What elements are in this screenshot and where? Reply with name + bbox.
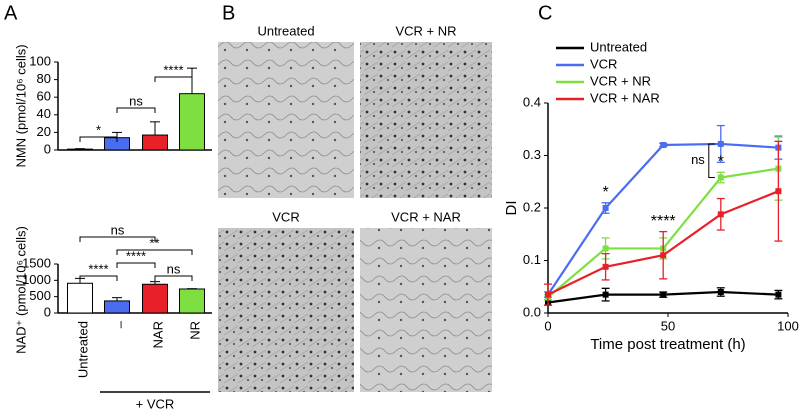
y-tick-label: 80 [37, 71, 51, 86]
point [545, 291, 551, 298]
point [602, 205, 609, 211]
significance-label: * [602, 184, 608, 201]
panel-label: B [222, 2, 235, 24]
point [602, 263, 609, 270]
significance-bracket [116, 107, 156, 113]
bar [67, 282, 93, 314]
point [602, 245, 609, 252]
legend-label: Untreated [590, 39, 647, 54]
bar [142, 134, 168, 151]
significance-label: * [96, 122, 101, 137]
micrograph [218, 42, 354, 198]
y-tick-label: 1500 [22, 255, 51, 270]
x-tick-label: 0 [544, 318, 551, 333]
bar [179, 288, 205, 314]
micrograph [360, 228, 492, 392]
x-tick-label: 50 [661, 318, 675, 333]
significance-label: **** [88, 261, 108, 276]
x-tick-label: – [112, 320, 127, 328]
point [602, 291, 609, 298]
point [717, 289, 724, 295]
significance-bracket [79, 236, 156, 242]
x-axis-label: Time post treatment (h) [590, 336, 745, 353]
y-tick-label: 1000 [22, 272, 51, 287]
significance-bracket [154, 275, 193, 281]
bar [104, 300, 130, 314]
y-axis-label: DI [503, 201, 520, 216]
panel-label: C [538, 2, 552, 24]
significance-bracket [116, 249, 193, 255]
y-axis-label: NMN (pmol/10⁶ cells) [13, 44, 28, 167]
significance-bracket [116, 262, 156, 268]
y-tick-label: 0.2 [523, 199, 541, 214]
point [660, 252, 667, 259]
significance-label: ns [167, 261, 181, 276]
micrograph-label: Untreated [257, 23, 314, 38]
point [775, 291, 782, 298]
x-tick-label: NAR [150, 321, 165, 348]
significance-bracket [79, 136, 118, 142]
panel-label: A [4, 2, 18, 24]
significance-bracket [79, 275, 118, 281]
significance-label: **** [163, 62, 183, 77]
bar [179, 93, 205, 151]
micrograph-label: VCR [272, 209, 299, 224]
legend-label: VCR [590, 56, 617, 71]
micrograph [218, 228, 354, 392]
point [660, 142, 667, 148]
y-tick-label: 20 [37, 124, 51, 139]
bar [142, 283, 168, 314]
y-tick-label: 0.1 [523, 252, 541, 267]
significance-label: ns [111, 222, 125, 237]
x-tick-label: 100 [777, 318, 799, 333]
y-tick-label: 100 [29, 53, 51, 68]
y-tick-label: 60 [37, 89, 51, 104]
y-tick-label: 0.0 [523, 304, 541, 319]
y-axis-label: NAD⁺ (pmol/10⁶ cells) [13, 226, 28, 354]
significance-label: * [718, 154, 724, 171]
micrograph [360, 42, 492, 198]
y-tick-label: 0 [44, 141, 51, 156]
y-tick-label: 0.3 [523, 147, 541, 162]
significance-label: ** [149, 235, 159, 250]
legend-label: VCR + NR [590, 73, 651, 88]
significance-bracket [708, 143, 715, 179]
legend-label: VCR + NAR [590, 90, 660, 105]
y-tick-label: 0 [44, 304, 51, 319]
x-tick-label: NR [187, 321, 202, 340]
significance-label: ns [691, 152, 705, 167]
point [775, 188, 782, 195]
y-tick-label: 0.4 [523, 94, 541, 109]
significance-label: **** [126, 248, 146, 263]
significance-label: **** [651, 213, 676, 230]
point [660, 291, 667, 298]
y-tick-label: 40 [37, 106, 51, 121]
group-label: + VCR [136, 396, 175, 411]
point [717, 174, 724, 181]
micrograph-label: VCR + NAR [391, 209, 461, 224]
significance-label: ns [129, 93, 143, 108]
point [717, 211, 724, 218]
y-tick-label: 500 [29, 288, 51, 303]
point [717, 140, 724, 147]
micrograph-label: VCR + NR [395, 23, 456, 38]
significance-bracket [154, 76, 193, 82]
x-tick-label: Untreated [75, 321, 90, 378]
bar [67, 148, 93, 151]
